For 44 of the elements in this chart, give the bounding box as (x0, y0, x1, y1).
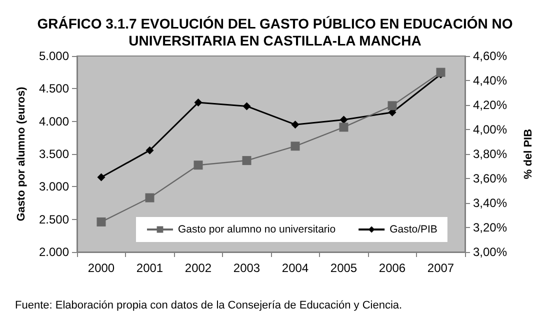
x-tick-label: 2004 (282, 261, 309, 275)
x-tick-label: 2000 (88, 261, 115, 275)
point (194, 98, 202, 107)
point (96, 217, 106, 226)
legend-label: Gasto/PIB (390, 224, 438, 236)
x-tick-label: 2007 (427, 261, 454, 275)
point (242, 102, 251, 110)
y-tick-label: 3.000 (38, 180, 70, 194)
y-tick-label: 5.000 (38, 49, 70, 63)
point (145, 193, 154, 202)
y2-tick-label: 3,40% (473, 196, 508, 210)
point (388, 101, 397, 110)
y-tick-label: 4.000 (38, 114, 70, 128)
point (436, 68, 446, 77)
x-tick-label: 2005 (330, 261, 358, 275)
y-tick-label: 3.500 (38, 147, 70, 161)
point (290, 142, 300, 151)
y2-tick-label: 3,20% (473, 220, 508, 234)
y2-axis-title: % del PIB (522, 128, 534, 180)
x-tick-label: 2006 (378, 261, 406, 275)
x-tick-label: 2003 (233, 261, 260, 275)
y-tick-label: 2.500 (38, 212, 70, 226)
point (97, 173, 106, 182)
point (194, 160, 203, 170)
y-tick-label: 4.500 (38, 82, 70, 96)
y2-tick-label: 4,20% (473, 98, 508, 112)
y2-tick-label: 4,40% (473, 74, 508, 88)
x-tick-label: 2002 (184, 261, 212, 275)
y-tick-label: 2.000 (38, 245, 70, 259)
chart-title: GRÁFICO 3.1.7 EVOLUCIÓN DEL GASTO PÚBLICO EN EDUCACIÓN NO UNIVERSITARIA EN CASTILLA-LA MANCHA (37, 16, 513, 48)
y2-tick-label: 3,00% (473, 245, 508, 259)
x-tick-label: 2001 (136, 261, 164, 275)
source-note: Fuente: Elaboración propia con datos de la Consejería de Educación y Ciencia. (15, 300, 402, 312)
point (291, 120, 300, 129)
legend-label: Gasto por alumno no universitario (178, 224, 336, 236)
y2-tick-label: 4,00% (473, 122, 508, 136)
y2-tick-label: 3,80% (473, 147, 508, 161)
point (146, 146, 154, 154)
y-axis-title: Gasto por alumno (euros) (16, 86, 28, 222)
point (339, 122, 348, 132)
point (340, 116, 348, 124)
point (242, 156, 252, 166)
y2-tick-label: 4,60% (473, 49, 508, 63)
y2-tick-label: 3,60% (473, 172, 508, 186)
